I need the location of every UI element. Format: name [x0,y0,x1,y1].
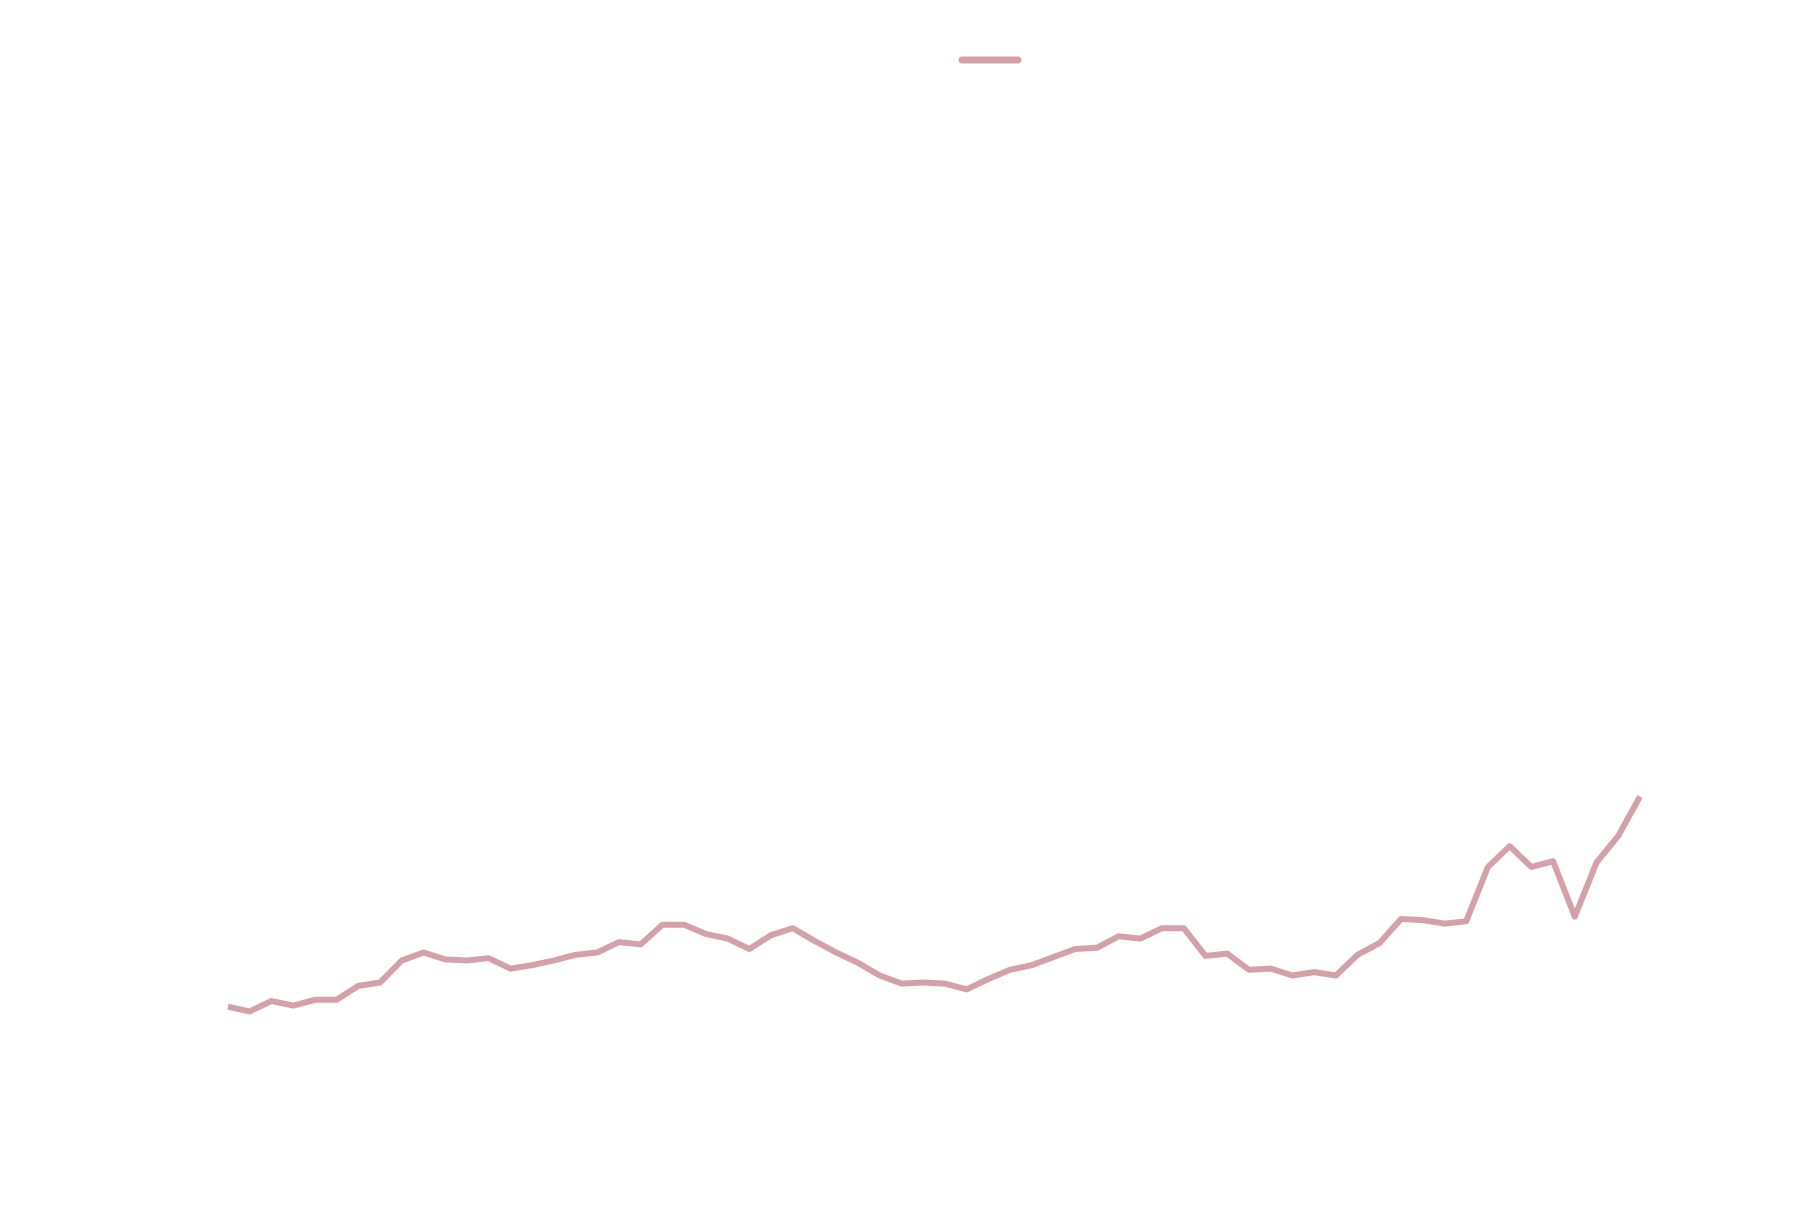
series-line-1 [227,795,1643,1015]
plot-area [227,795,1643,1015]
